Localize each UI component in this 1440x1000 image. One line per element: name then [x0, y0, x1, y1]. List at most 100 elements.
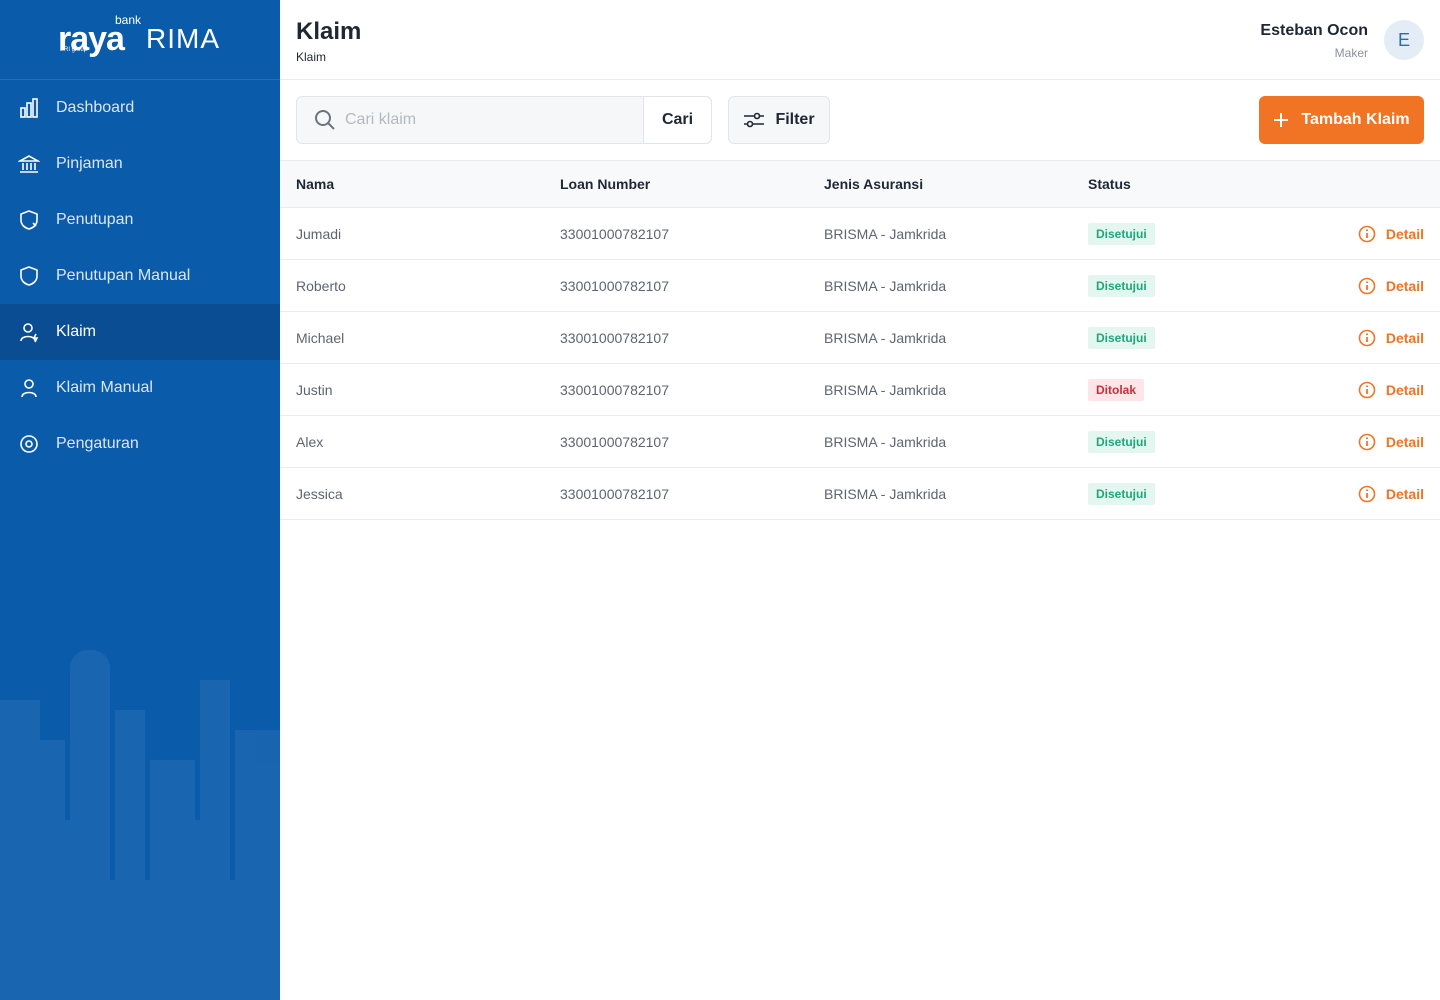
search-input[interactable]: Cari klaim	[297, 97, 643, 143]
cell-name: Alex	[296, 433, 324, 450]
table-row: Roberto 33001000782107 BRISMA - Jamkrida Di…	[280, 260, 1440, 312]
detail-label: Detail	[1385, 433, 1424, 450]
page-title: Klaim	[296, 18, 362, 45]
skyline-illustration	[0, 650, 280, 1000]
info-icon	[1358, 225, 1376, 242]
table-row: Jessica 33001000782107 BRISMA - Jamkrida Di…	[280, 468, 1440, 520]
main: Klaim Klaim Esteban Ocon Maker E Cari kl…	[280, 0, 1440, 1000]
nav-item[interactable]: Klaim	[0, 304, 280, 360]
breadcrumb[interactable]: Klaim	[296, 50, 327, 64]
status-badge: Disetujui	[1088, 274, 1155, 297]
cell-loan-number: 33001000782107	[560, 381, 670, 398]
search-button[interactable]: Cari	[643, 97, 711, 143]
logo-brand: raya	[58, 20, 125, 58]
nav-label: Dashboard	[56, 99, 135, 116]
status-badge: Ditolak	[1088, 378, 1145, 401]
filter-button[interactable]: Filter	[728, 96, 830, 144]
detail-link[interactable]: Detail	[1358, 312, 1424, 363]
add-label: Tambah Klaim	[1301, 111, 1410, 128]
nav-icon	[20, 210, 38, 230]
nav-icon	[20, 435, 38, 453]
table-row: Alex 33001000782107 BRISMA - Jamkrida Diset…	[280, 416, 1440, 468]
nav-icon	[18, 155, 40, 173]
info-icon	[1358, 433, 1376, 450]
status-cell: Disetujui	[1088, 260, 1155, 311]
plus-icon	[1274, 113, 1289, 127]
logo[interactable]: raya bank RIMA BRI group	[0, 0, 280, 80]
status-cell: Ditolak	[1088, 364, 1145, 415]
nav-label: Pinjaman	[56, 155, 123, 172]
detail-label: Detail	[1385, 381, 1424, 398]
detail-link[interactable]: Detail	[1358, 468, 1424, 519]
claims-table: Nama Loan Number Jenis Asuransi Status Jumad…	[280, 160, 1440, 520]
table-row: Justin 33001000782107 BRISMA - Jamkrida Dit…	[280, 364, 1440, 416]
user-name: Esteban Ocon	[1260, 22, 1368, 39]
nav-icon	[21, 379, 37, 398]
cell-name: Michael	[296, 329, 345, 346]
search-icon	[315, 110, 335, 130]
cell-loan-number: 33001000782107	[560, 329, 670, 346]
cell-insurance: BRISMA - Jamkrida	[824, 381, 947, 398]
cell-loan-number: 33001000782107	[560, 277, 670, 294]
detail-label: Detail	[1385, 485, 1424, 502]
nav-label: Penutupan	[56, 211, 134, 228]
nav-item[interactable]: Pinjaman	[0, 136, 280, 192]
cell-insurance: BRISMA - Jamkrida	[824, 485, 947, 502]
avatar[interactable]: E	[1384, 20, 1424, 60]
nav-menu: Dashboard Pinjaman Penutupan Penutupan Manu…	[0, 80, 280, 472]
nav-icon	[20, 323, 39, 343]
status-cell: Disetujui	[1088, 208, 1155, 259]
nav-label: Klaim	[56, 323, 97, 340]
info-icon	[1358, 381, 1376, 398]
status-badge: Disetujui	[1088, 326, 1155, 349]
nav-item[interactable]: Penutupan	[0, 192, 280, 248]
status-badge: Disetujui	[1088, 430, 1155, 453]
detail-label: Detail	[1385, 329, 1424, 346]
status-cell: Disetujui	[1088, 468, 1155, 519]
detail-link[interactable]: Detail	[1358, 260, 1424, 311]
nav-item[interactable]: Penutupan Manual	[0, 248, 280, 304]
column-header: Jenis Asuransi	[824, 176, 924, 192]
detail-label: Detail	[1385, 225, 1424, 242]
column-header: Nama	[296, 176, 335, 192]
status-badge: Disetujui	[1088, 222, 1155, 245]
status-cell: Disetujui	[1088, 416, 1155, 467]
cell-loan-number: 33001000782107	[560, 433, 670, 450]
nav-label: Klaim Manual	[56, 379, 153, 396]
column-header: Status	[1088, 176, 1131, 192]
cell-name: Jumadi	[296, 225, 342, 242]
sidebar: raya bank RIMA BRI group Dashboard Pinjam…	[0, 0, 280, 1000]
cell-loan-number: 33001000782107	[560, 225, 670, 242]
cell-name: Roberto	[296, 277, 346, 294]
header: Klaim Klaim Esteban Ocon Maker E	[280, 0, 1440, 80]
nav-icon	[20, 98, 38, 118]
logo-group: BRI group	[60, 47, 88, 53]
nav-label: Penutupan Manual	[56, 267, 191, 284]
add-button[interactable]: Tambah Klaim	[1259, 96, 1424, 144]
cell-name: Justin	[296, 381, 333, 398]
filter-icon	[744, 112, 765, 128]
cell-name: Jessica	[296, 485, 343, 502]
cell-insurance: BRISMA - Jamkrida	[824, 225, 947, 242]
table-row: Jumadi 33001000782107 BRISMA - Jamkrida Dis…	[280, 208, 1440, 260]
info-icon	[1358, 485, 1376, 502]
table-row: Michael 33001000782107 BRISMA - Jamkrida Di…	[280, 312, 1440, 364]
detail-link[interactable]: Detail	[1358, 208, 1424, 259]
nav-item[interactable]: Dashboard	[0, 80, 280, 136]
detail-link[interactable]: Detail	[1358, 416, 1424, 467]
cell-insurance: BRISMA - Jamkrida	[824, 277, 947, 294]
column-header: Loan Number	[560, 176, 651, 192]
detail-link[interactable]: Detail	[1358, 364, 1424, 415]
status-badge: Disetujui	[1088, 482, 1155, 505]
nav-icon	[20, 266, 38, 286]
user-role: Maker	[1334, 46, 1368, 60]
logo-prefix: bank	[115, 13, 142, 27]
nav-item[interactable]: Klaim Manual	[0, 360, 280, 416]
cell-insurance: BRISMA - Jamkrida	[824, 329, 947, 346]
info-icon	[1358, 329, 1376, 346]
cell-loan-number: 33001000782107	[560, 485, 670, 502]
nav-item[interactable]: Pengaturan	[0, 416, 280, 472]
filter-label: Filter	[775, 111, 815, 128]
table-header: Nama Loan Number Jenis Asuransi Status	[280, 160, 1440, 208]
